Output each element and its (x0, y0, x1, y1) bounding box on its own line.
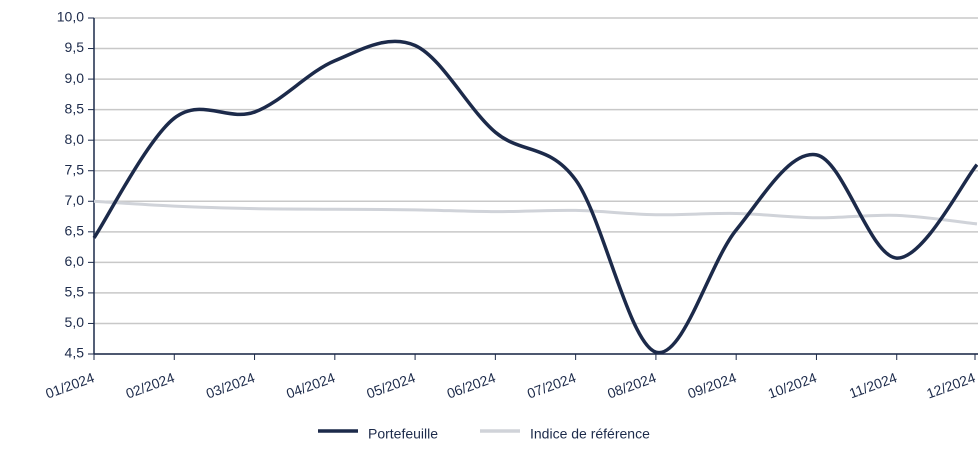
legend-label: Portefeuille (368, 426, 438, 442)
y-tick-label: 10,0 (57, 9, 84, 25)
y-tick-label: 6,5 (65, 223, 85, 239)
y-tick-label: 5,5 (65, 284, 85, 300)
y-tick-label: 6,0 (65, 253, 85, 269)
x-tick-label: 04/2024 (284, 369, 337, 401)
x-tick-label: 09/2024 (685, 369, 738, 401)
y-tick-label: 8,5 (65, 100, 85, 116)
y-tick-label: 5,0 (65, 314, 85, 330)
y-tick-label: 7,5 (65, 161, 85, 177)
x-tick-label: 08/2024 (605, 369, 658, 401)
x-tick-label: 05/2024 (364, 369, 417, 401)
series-line (93, 199, 978, 226)
legend-label: Indice de référence (530, 426, 650, 442)
y-tick-label: 9,0 (65, 70, 85, 86)
y-tick-label: 8,0 (65, 131, 85, 147)
x-tick-label: 07/2024 (525, 369, 578, 401)
x-tick-label: 11/2024 (847, 369, 899, 401)
x-tick-label: 12/2024 (924, 369, 977, 401)
x-tick-label: 03/2024 (204, 369, 257, 401)
x-tick-label: 06/2024 (445, 369, 498, 401)
x-tick-label: 02/2024 (124, 369, 177, 401)
x-tick-label: 01/2024 (43, 369, 96, 401)
series-line (92, 39, 978, 355)
y-tick-label: 4,5 (65, 345, 85, 361)
y-tick-label: 9,5 (65, 39, 85, 55)
y-tick-label: 7,0 (65, 192, 85, 208)
x-tick-label: 10/2024 (766, 369, 819, 401)
